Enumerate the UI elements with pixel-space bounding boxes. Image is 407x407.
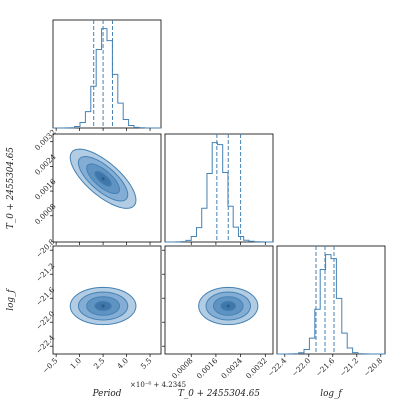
hist-step-T0 [165,142,273,243]
xtick-label-Period-4: 5.5 [139,356,154,371]
xtick-label-logf-0: −22.4 [266,356,289,379]
ytick-label-T0-1: 0.0016 [33,177,58,202]
density-peak-T0-logf [226,304,230,308]
xtick-label-Period-1: 1.0 [68,356,83,371]
xtick-label-T0-3: 0.0032 [244,356,269,381]
ytick-label-T0-3: 0.0032 [33,128,58,153]
density-peak-Period-T0 [101,177,105,181]
ylabel-t0: T_0 + 2455304.65 [6,147,16,229]
panel-hist-logf [276,245,386,355]
xtick-label-T0-0: 0.0008 [170,356,195,381]
xlabel-logf: log_f [320,389,343,399]
xtick-label-logf-4: −20.8 [362,356,385,379]
xlabel-period: Period [92,389,122,399]
panel-hist-period [52,19,162,129]
xtick-label-logf-2: −21.6 [314,356,337,379]
xtick-label-Period-3: 4.0 [115,356,130,371]
xoffset-period: ×10⁻⁶ + 4.2345 [130,381,186,389]
ytick-label-T0-2: 0.0024 [33,152,58,177]
panel-period-logf [52,245,162,355]
hist-step-logf [277,254,385,355]
xtick-label-T0-2: 0.0024 [219,356,244,381]
density-peak-Period-logf [101,304,105,308]
xtick-label-logf-1: −22.0 [290,356,313,379]
panel-hist-t0 [164,133,274,243]
xlabel-t0: T_0 + 2455304.65 [178,389,260,399]
xtick-label-T0-1: 0.0016 [195,356,220,381]
panel-period-t0 [52,133,162,243]
ylabel-logf: log_f [6,288,16,311]
xtick-label-logf-3: −21.2 [338,356,360,378]
xtick-label-Period-2: 2.5 [92,356,107,371]
panel-t0-logf [164,245,274,355]
hist-step-Period [53,28,161,129]
xtick-label-Period-0: −0.5 [40,356,59,375]
ytick-label-T0-0: 0.0008 [33,201,58,226]
